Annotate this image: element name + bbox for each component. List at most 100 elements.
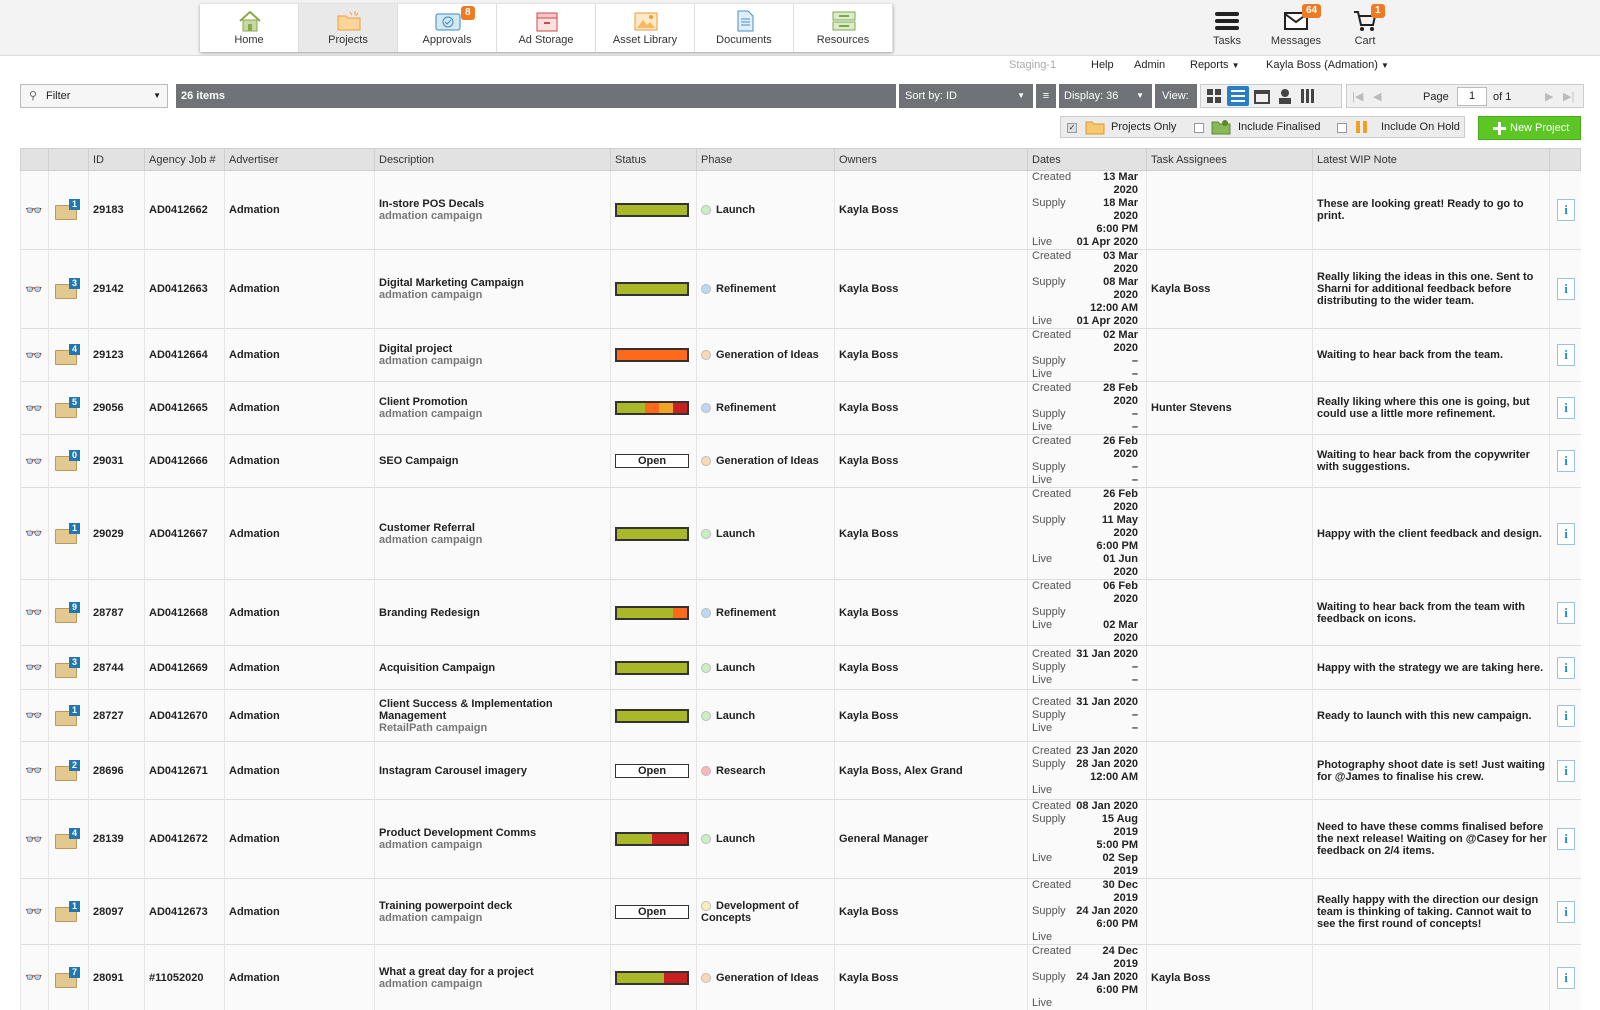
table-row[interactable]: 👓 4 28139 AD0412672 Admation Product Dev… xyxy=(21,800,1581,879)
table-row[interactable]: 👓 1 28097 AD0412673 Admation Training po… xyxy=(21,879,1581,945)
info-icon[interactable]: i xyxy=(1557,397,1575,419)
project-id[interactable]: 28091 xyxy=(89,945,145,1010)
glasses-icon[interactable]: 👓 xyxy=(25,347,42,363)
folder-icon[interactable]: 0 xyxy=(53,450,81,472)
reports-menu[interactable]: Reports ▼ xyxy=(1190,59,1240,71)
tab-resources[interactable]: Resources xyxy=(794,4,893,52)
view-cell[interactable]: 👓 xyxy=(21,646,49,690)
folder-cell[interactable]: 1 xyxy=(49,690,89,742)
view-cell[interactable]: 👓 xyxy=(21,945,49,1010)
table-row[interactable]: 👓 1 29183 AD0412662 Admation In-store PO… xyxy=(21,171,1581,250)
info-icon[interactable]: i xyxy=(1557,828,1575,850)
description-cell[interactable]: SEO Campaign xyxy=(375,435,611,488)
folder-cell[interactable]: 7 xyxy=(49,945,89,1010)
glasses-icon[interactable]: 👓 xyxy=(25,525,42,541)
tab-asset-library[interactable]: Asset Library xyxy=(596,4,695,52)
tab-documents[interactable]: Documents xyxy=(695,4,794,52)
project-id[interactable]: 29142 xyxy=(89,250,145,329)
folder-cell[interactable]: 2 xyxy=(49,742,89,800)
next-page-icon[interactable]: ▶ xyxy=(1545,85,1553,109)
view-cell[interactable]: 👓 xyxy=(21,435,49,488)
column-header[interactable] xyxy=(49,149,89,171)
project-id[interactable]: 29029 xyxy=(89,488,145,580)
prev-page-icon[interactable]: ◀ xyxy=(1373,85,1381,109)
table-row[interactable]: 👓 4 29123 AD0412664 Admation Digital pro… xyxy=(21,329,1581,382)
info-cell[interactable]: i xyxy=(1550,690,1581,742)
table-row[interactable]: 👓 3 28744 AD0412669 Admation Acquisition… xyxy=(21,646,1581,690)
column-header[interactable]: Task Assignees xyxy=(1147,149,1313,171)
table-row[interactable]: 👓 2 28696 AD0412671 Admation Instagram C… xyxy=(21,742,1581,800)
folder-icon[interactable]: 9 xyxy=(53,602,81,624)
folder-icon[interactable]: 1 xyxy=(53,523,81,545)
glasses-icon[interactable]: 👓 xyxy=(25,707,42,723)
view-cell[interactable]: 👓 xyxy=(21,382,49,435)
column-header[interactable]: Dates xyxy=(1028,149,1147,171)
include-on-hold-checkbox[interactable] xyxy=(1337,122,1347,134)
info-icon[interactable]: i xyxy=(1557,760,1575,782)
folder-cell[interactable]: 4 xyxy=(49,800,89,879)
column-header[interactable]: Advertiser xyxy=(225,149,375,171)
list-view-icon[interactable] xyxy=(1227,86,1249,106)
info-icon[interactable]: i xyxy=(1557,199,1575,221)
glasses-icon[interactable]: 👓 xyxy=(25,762,42,778)
help-link[interactable]: Help xyxy=(1091,59,1114,71)
info-cell[interactable]: i xyxy=(1550,879,1581,945)
project-id[interactable]: 28696 xyxy=(89,742,145,800)
folder-icon[interactable]: 4 xyxy=(53,344,81,366)
glasses-icon[interactable]: 👓 xyxy=(25,281,42,297)
info-cell[interactable]: i xyxy=(1550,382,1581,435)
table-row[interactable]: 👓 0 29031 AD0412666 Admation SEO Campaig… xyxy=(21,435,1581,488)
messages-button[interactable]: 64 Messages xyxy=(1266,6,1326,50)
glasses-icon[interactable]: 👓 xyxy=(25,831,42,847)
info-icon[interactable]: i xyxy=(1557,344,1575,366)
column-header[interactable]: Description xyxy=(375,149,611,171)
glasses-icon[interactable]: 👓 xyxy=(25,659,42,675)
folder-cell[interactable]: 4 xyxy=(49,329,89,382)
folder-icon[interactable]: 3 xyxy=(53,278,81,300)
info-cell[interactable]: i xyxy=(1550,171,1581,250)
last-page-icon[interactable]: ▶| xyxy=(1563,85,1574,109)
folder-icon[interactable]: 4 xyxy=(53,828,81,850)
tab-home[interactable]: Home xyxy=(200,4,299,52)
glasses-icon[interactable]: 👓 xyxy=(25,604,42,620)
project-id[interactable]: 28744 xyxy=(89,646,145,690)
folder-icon[interactable]: 1 xyxy=(53,901,81,923)
column-header[interactable]: Status xyxy=(611,149,697,171)
sort-dropdown[interactable]: Sort by: ID▼ xyxy=(899,84,1033,108)
info-cell[interactable]: i xyxy=(1550,250,1581,329)
project-id[interactable]: 29031 xyxy=(89,435,145,488)
view-cell[interactable]: 👓 xyxy=(21,742,49,800)
info-icon[interactable]: i xyxy=(1557,901,1575,923)
view-cell[interactable]: 👓 xyxy=(21,329,49,382)
folder-cell[interactable]: 3 xyxy=(49,250,89,329)
project-id[interactable]: 28139 xyxy=(89,800,145,879)
sort-direction-button[interactable]: ≡ xyxy=(1036,84,1056,108)
folder-icon[interactable]: 1 xyxy=(53,705,81,727)
table-row[interactable]: 👓 5 29056 AD0412665 Admation Client Prom… xyxy=(21,382,1581,435)
description-cell[interactable]: Instagram Carousel imagery xyxy=(375,742,611,800)
folder-cell[interactable]: 5 xyxy=(49,382,89,435)
glasses-icon[interactable]: 👓 xyxy=(25,903,42,919)
include-finalised-checkbox[interactable] xyxy=(1194,122,1204,134)
column-header[interactable]: ID xyxy=(89,149,145,171)
view-cell[interactable]: 👓 xyxy=(21,690,49,742)
info-cell[interactable]: i xyxy=(1550,329,1581,382)
filter-dropdown[interactable]: ⚲ Filter ▼ xyxy=(20,84,168,108)
person-view-icon[interactable] xyxy=(1277,88,1293,113)
folder-cell[interactable]: 3 xyxy=(49,646,89,690)
info-icon[interactable]: i xyxy=(1557,602,1575,624)
folder-icon[interactable]: 1 xyxy=(53,199,81,221)
info-icon[interactable]: i xyxy=(1557,657,1575,679)
page-input[interactable]: 1 xyxy=(1457,87,1487,106)
project-id[interactable]: 29056 xyxy=(89,382,145,435)
grid-view-icon[interactable] xyxy=(1206,88,1222,104)
table-row[interactable]: 👓 9 28787 AD0412668 Admation Branding Re… xyxy=(21,580,1581,646)
column-header[interactable] xyxy=(21,149,49,171)
info-cell[interactable]: i xyxy=(1550,742,1581,800)
tab-ad-storage[interactable]: Ad Storage xyxy=(497,4,596,52)
info-icon[interactable]: i xyxy=(1557,705,1575,727)
folder-icon[interactable]: 2 xyxy=(53,760,81,782)
